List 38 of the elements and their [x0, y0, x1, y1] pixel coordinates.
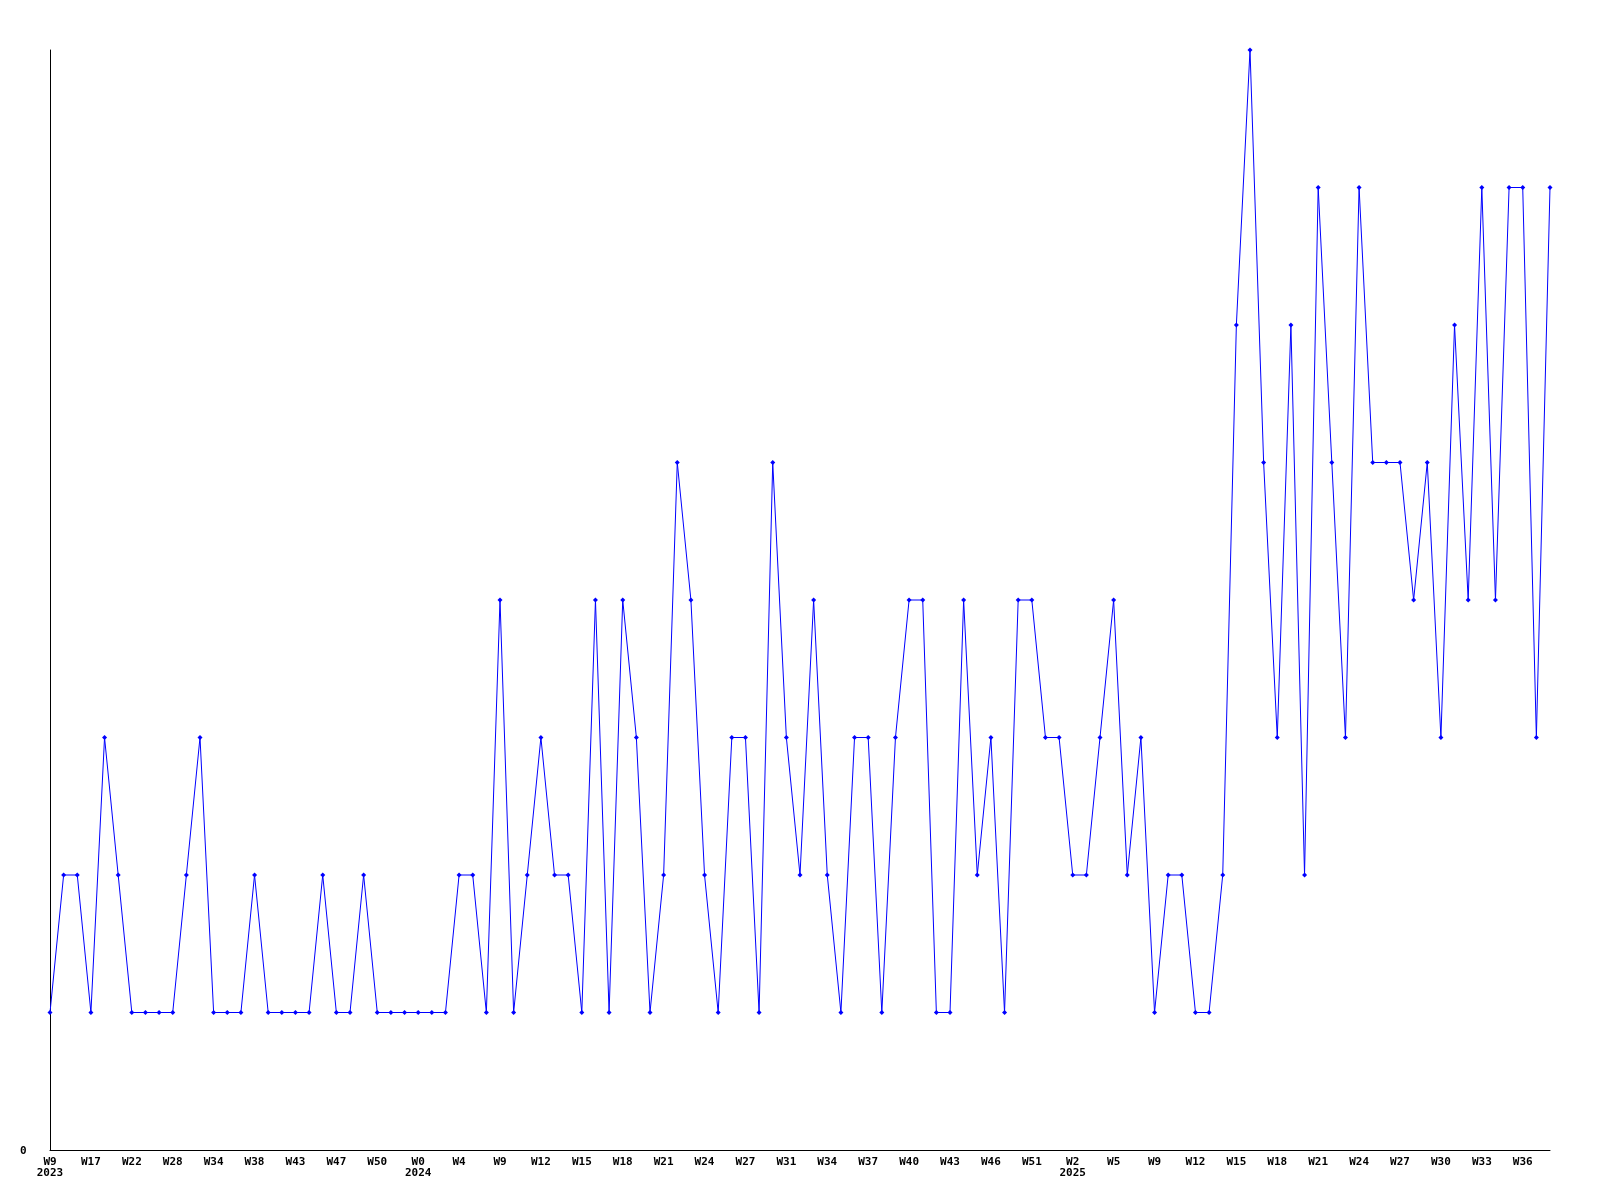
- x-tick-label: W28: [162, 1155, 183, 1168]
- x-tick-label: W9: [493, 1155, 507, 1168]
- x-tick-label: W2 2025: [1059, 1155, 1086, 1179]
- x-tick-label: W17: [80, 1155, 101, 1168]
- x-tick-label: W9: [1147, 1155, 1162, 1168]
- x-tick-label: W36: [1512, 1155, 1534, 1168]
- x-tick-label: W37: [858, 1155, 879, 1168]
- x-tick-label: W22: [121, 1155, 142, 1168]
- x-tick-label: W30: [1430, 1155, 1451, 1168]
- x-tick-label: W38: [244, 1155, 265, 1168]
- x-tick-label: W18: [1267, 1155, 1288, 1168]
- x-tick-label: W33: [1471, 1155, 1492, 1168]
- x-tick-label: W27: [1390, 1155, 1410, 1168]
- x-tick-label: W50: [367, 1155, 388, 1168]
- text: 0: [20, 1144, 27, 1157]
- x-tick-label: W15: [1226, 1155, 1247, 1168]
- x-tick-label: W0 2024: [404, 1155, 432, 1179]
- x-tick-label: W43: [285, 1155, 306, 1168]
- x-tick-label: W34: [203, 1155, 224, 1168]
- x-tick-label: W47: [326, 1155, 347, 1168]
- x-tick-label: W12: [1185, 1155, 1206, 1168]
- x-tick-label: W9 2023: [36, 1155, 64, 1179]
- x-tick-label: W31: [776, 1155, 797, 1168]
- x-tick-label: W51: [1021, 1155, 1043, 1168]
- x-tick-label: W43: [940, 1155, 960, 1168]
- x-tick-label: W15: [571, 1155, 592, 1168]
- x-tick-label: W21: [653, 1155, 674, 1168]
- x-tick-label: W34: [817, 1155, 838, 1168]
- x-tick-label: W5: [1107, 1155, 1121, 1168]
- x-tick-label: W24: [694, 1155, 715, 1168]
- x-tick-label: W18: [612, 1155, 633, 1168]
- x-tick-label: W46: [980, 1155, 1002, 1168]
- x-tick-label: W4: [452, 1155, 467, 1168]
- x-tick-label: W24: [1349, 1155, 1370, 1168]
- x-tick-label: W27: [735, 1155, 756, 1168]
- x-tick-label: W12: [530, 1155, 551, 1168]
- x-tick-label: W40: [899, 1155, 920, 1168]
- x-tick-label: W21: [1308, 1155, 1329, 1168]
